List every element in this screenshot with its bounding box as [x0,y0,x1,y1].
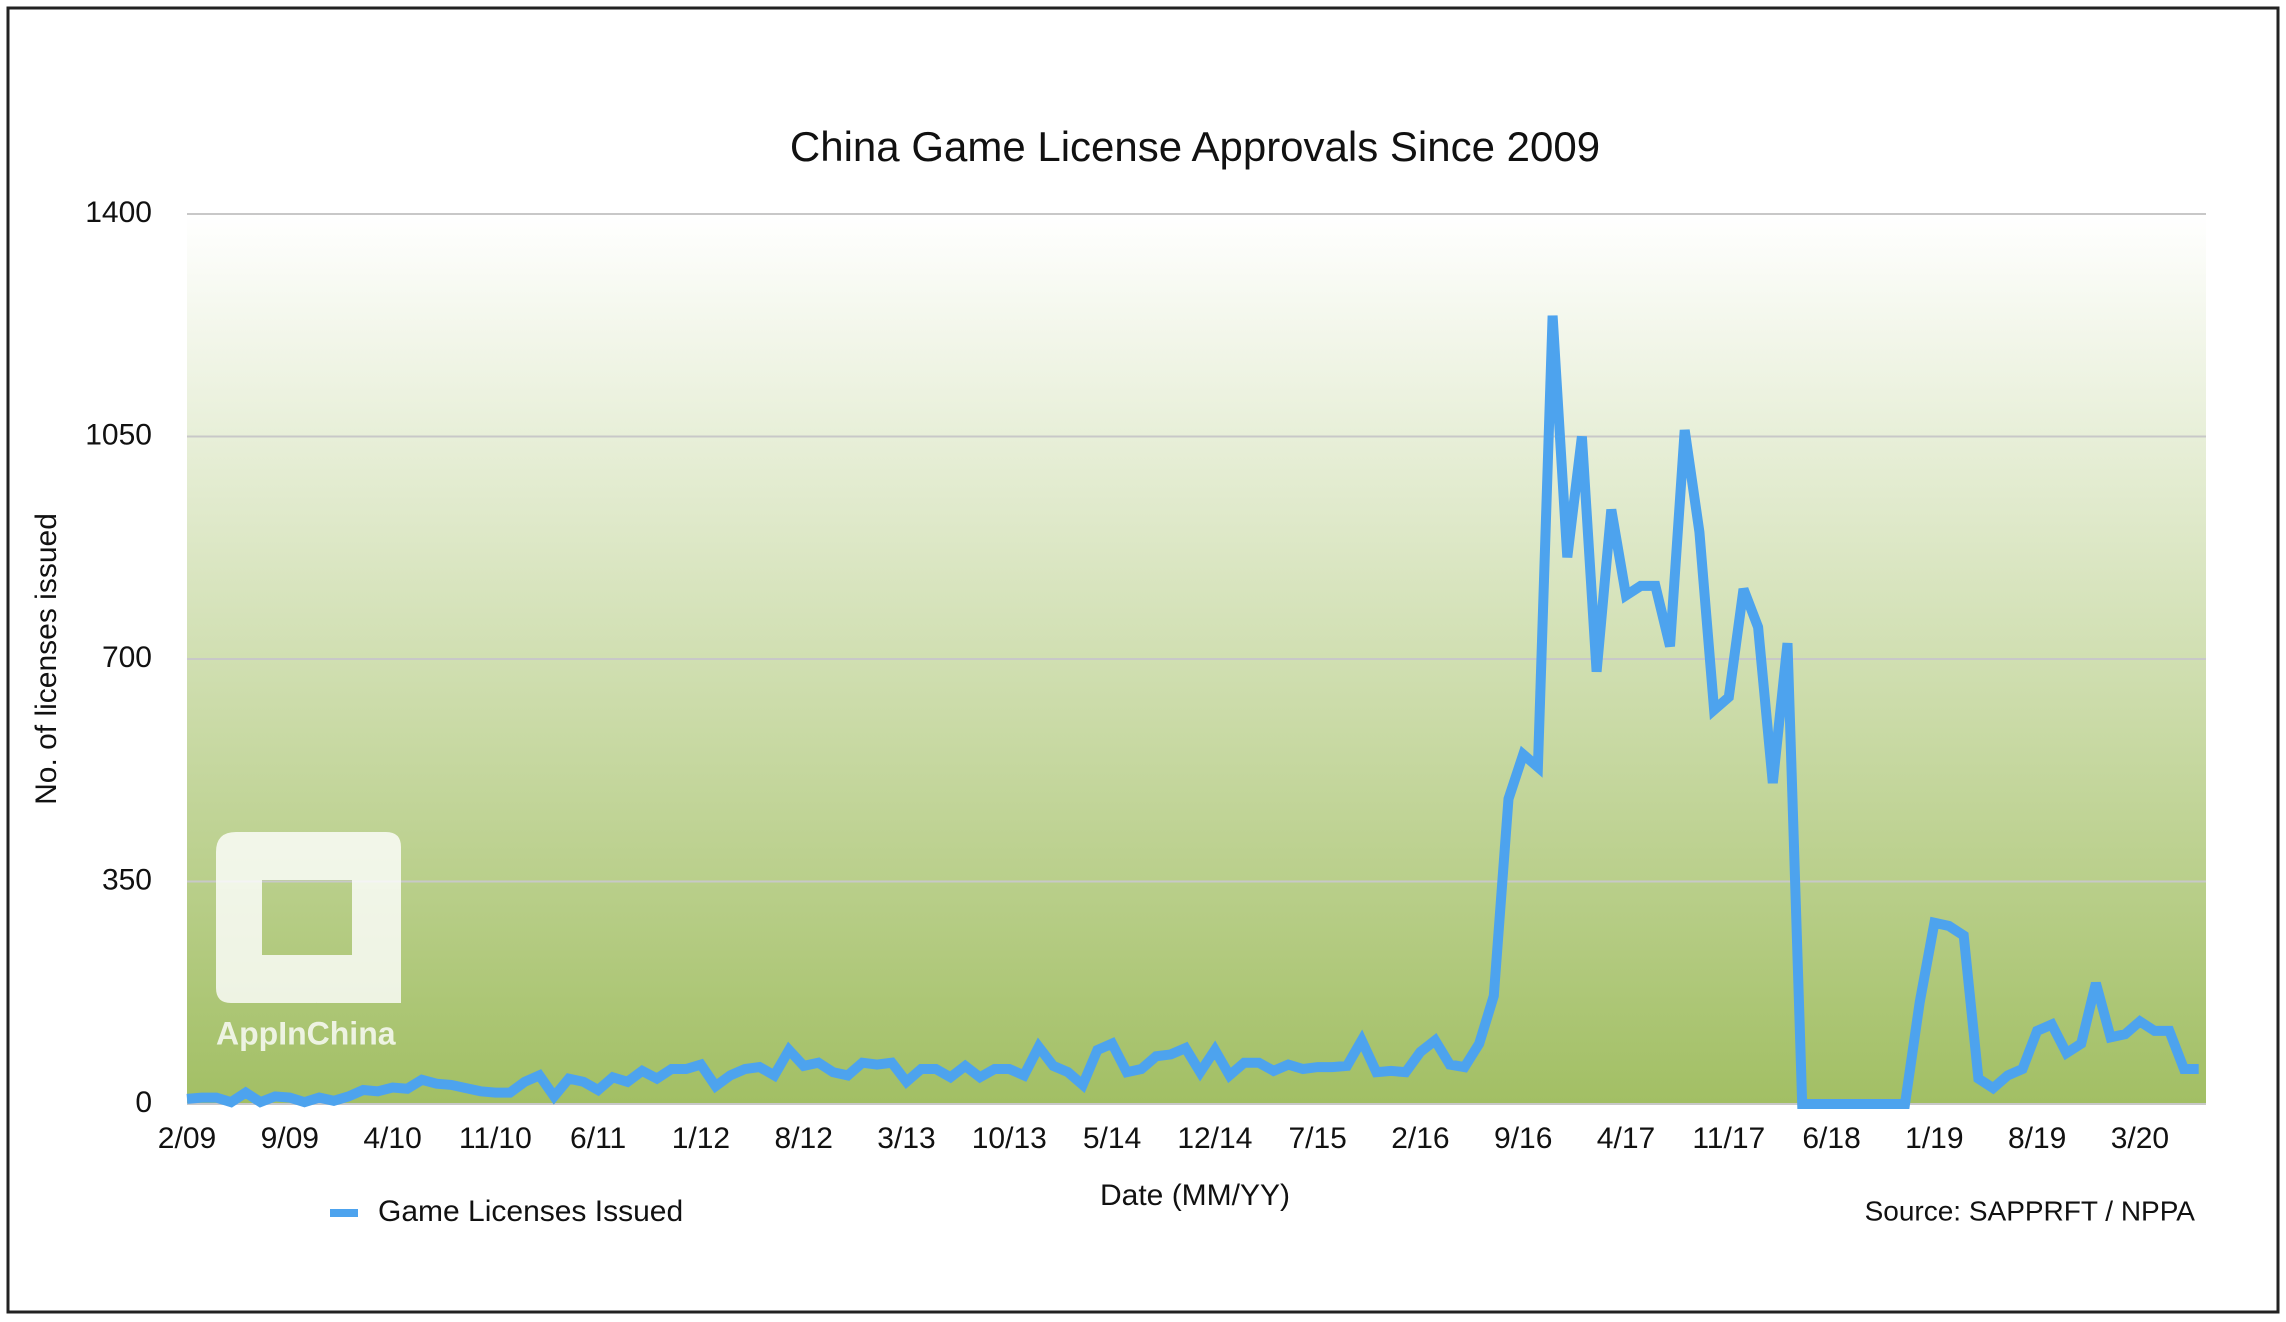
y-axis-title: No. of licenses issued [30,513,63,805]
x-tick-label: 11/17 [1692,1122,1765,1155]
y-tick-label: 350 [102,863,152,896]
x-tick-label: 2/16 [1391,1122,1449,1155]
logo: AppInChina [216,832,401,1051]
y-tick-label: 1400 [85,196,152,229]
chart-title: China Game License Approvals Since 2009 [790,123,1600,170]
x-tick-label: 1/19 [1905,1122,1963,1155]
x-tick-label: 1/12 [672,1122,730,1155]
y-tick-label: 0 [135,1086,152,1119]
x-tick-label: 6/18 [1802,1122,1860,1155]
x-axis-title: Date (MM/YY) [1100,1179,1290,1212]
x-tick-label: 9/16 [1494,1122,1552,1155]
data-line [186,315,2199,1109]
x-tick-label: 9/09 [261,1122,319,1155]
x-tick-label: 8/19 [2008,1122,2066,1155]
x-tick-label: 3/20 [2111,1122,2169,1155]
x-tick-label: 4/17 [1597,1122,1655,1155]
x-tick-label: 11/10 [459,1122,532,1155]
x-tick-label: 5/14 [1083,1122,1141,1155]
logo-mark [216,832,401,1003]
logo-text: AppInChina [216,1015,396,1051]
y-tick-label: 1050 [85,418,152,451]
source-note: Source: SAPPRFT / NPPA [1865,1195,2196,1226]
x-tick-label: 2/09 [158,1122,216,1155]
legend-label: Game Licenses Issued [378,1195,683,1228]
x-tick-label: 10/13 [972,1122,1047,1155]
x-tick-label: 8/12 [775,1122,833,1155]
x-tick-label: 7/15 [1288,1122,1346,1155]
x-tick-label: 4/10 [363,1122,421,1155]
x-tick-label: 6/11 [570,1122,626,1155]
x-tick-label: 3/13 [877,1122,935,1155]
x-tick-label: 12/14 [1177,1122,1252,1155]
y-tick-label: 700 [102,641,152,674]
